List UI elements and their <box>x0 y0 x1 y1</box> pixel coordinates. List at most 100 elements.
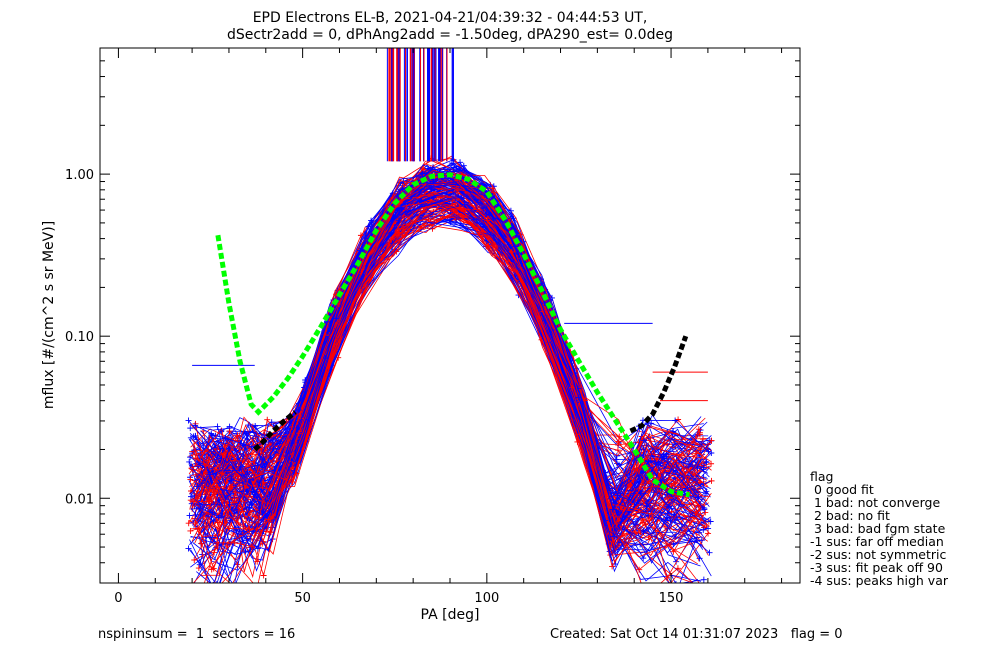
spectrum-marker <box>708 460 715 467</box>
spectrum-marker <box>185 545 192 552</box>
spectrum-marker <box>218 455 225 462</box>
spectrum-marker <box>616 433 623 440</box>
spectrum-marker <box>267 529 274 536</box>
spectrum-trace <box>201 195 712 551</box>
spectrum-marker <box>187 476 194 483</box>
spectrum-marker <box>192 455 199 462</box>
spectrum-marker <box>187 454 194 461</box>
spectrum-marker <box>635 439 642 446</box>
spectrum-trace <box>198 187 701 566</box>
spectrum-trace <box>189 190 702 583</box>
spectrum-marker <box>670 548 677 555</box>
spectrum-marker <box>322 355 329 362</box>
x-tick-label: 0 <box>114 591 122 606</box>
fit-series-line-1 <box>253 410 297 452</box>
spectrum-marker <box>641 437 648 444</box>
spectrum-marker <box>643 503 650 510</box>
spectrum-marker <box>613 452 620 459</box>
spectrum-marker <box>233 526 240 533</box>
chart-title: EPD Electrons EL-B, 2021-04-21/04:39:32 … <box>253 10 648 26</box>
spectrum-marker <box>214 539 221 546</box>
legend-title: flag <box>810 469 834 484</box>
legend-item-2: 2 bad: no fit <box>810 508 890 523</box>
spectrum-marker <box>636 566 643 573</box>
spectrum-trace <box>199 169 703 532</box>
spectrum-marker <box>235 463 242 470</box>
legend-item-7: -4 sus: peaks high var <box>810 573 949 588</box>
spectrum-marker <box>214 423 221 430</box>
spectrum-marker <box>699 584 705 590</box>
chart-subtitle: dSectr2add = 0, dPhAng2add = -1.50deg, d… <box>227 27 673 43</box>
spectrum-marker <box>187 527 194 534</box>
legend-item-3: 3 bad: bad fgm state <box>810 521 946 536</box>
spectrum-marker <box>665 503 672 510</box>
spectrum-marker <box>482 182 489 189</box>
spectrum-marker <box>270 437 277 444</box>
spectrum-marker <box>265 516 272 523</box>
spectrum-marker <box>356 247 363 254</box>
spectrum-marker <box>541 300 548 307</box>
spectrum-marker <box>484 217 491 224</box>
spectrum-marker <box>698 537 705 544</box>
spectrum-marker <box>269 445 276 452</box>
spectrum-marker <box>295 406 302 413</box>
spectrum-marker <box>615 441 622 448</box>
spectrum-marker <box>610 506 617 513</box>
fit-series-line-0 <box>215 172 690 498</box>
spectrum-marker <box>643 593 649 599</box>
spectrum-marker <box>402 231 409 238</box>
spectrum-trace <box>198 180 703 545</box>
spectrum-marker <box>512 243 519 250</box>
y-tick-label: 0.01 <box>65 492 94 507</box>
footer-right-note: Created: Sat Oct 14 01:31:07 2023 flag =… <box>550 627 843 642</box>
fit-series-line-2 <box>629 335 689 434</box>
spectrum-marker <box>228 477 235 484</box>
spectrum-marker <box>216 581 218 583</box>
spectrum-marker <box>640 555 647 562</box>
spectrum-marker <box>421 166 428 173</box>
spectrum-trace <box>191 213 703 537</box>
x-axis-label: PA [deg] <box>421 607 480 623</box>
spectrum-marker <box>192 520 199 527</box>
spectrum-marker <box>672 417 679 424</box>
spectrum-marker <box>707 518 714 525</box>
x-tick-label: 100 <box>474 591 499 606</box>
spectrum-marker <box>508 249 515 256</box>
spectrum-marker <box>198 505 205 512</box>
spectrum-marker <box>260 572 267 579</box>
spectrum-marker <box>206 471 213 478</box>
spectrum-trace <box>194 180 704 474</box>
spectrum-marker <box>694 465 701 472</box>
spectrum-marker <box>490 189 497 196</box>
spectrum-marker <box>244 468 251 475</box>
spectrum-marker <box>248 443 255 450</box>
spectrum-trace <box>202 200 709 547</box>
spectrum-marker <box>186 458 193 465</box>
data-layer <box>185 48 715 599</box>
spectrum-marker <box>675 580 677 583</box>
spectrum-marker <box>226 428 233 435</box>
spectrum-marker <box>195 565 202 572</box>
spectrum-marker <box>575 394 582 401</box>
spectrum-marker <box>333 315 340 322</box>
spectrum-marker <box>702 518 709 525</box>
footer-left-note: nspininsum = 1 sectors = 16 <box>98 627 296 642</box>
spectrum-marker <box>210 518 217 525</box>
spectrum-marker <box>188 493 195 500</box>
spectrum-marker <box>674 565 681 572</box>
spectrum-marker <box>207 593 213 599</box>
spectrum-marker <box>194 483 201 490</box>
spectrum-marker <box>357 232 364 239</box>
spectrum-marker <box>368 219 375 226</box>
spectrum-marker <box>548 294 555 301</box>
spectrum-marker <box>197 593 203 599</box>
spectrum-marker <box>231 499 238 506</box>
spectra-traces <box>185 48 715 599</box>
spectrum-marker <box>696 431 703 438</box>
legend-item-1: 1 bad: not converge <box>810 495 941 510</box>
spectrum-marker <box>430 164 437 171</box>
spectrum-marker <box>483 211 490 218</box>
spectrum-marker <box>186 512 193 519</box>
spectrum-marker <box>187 434 194 441</box>
